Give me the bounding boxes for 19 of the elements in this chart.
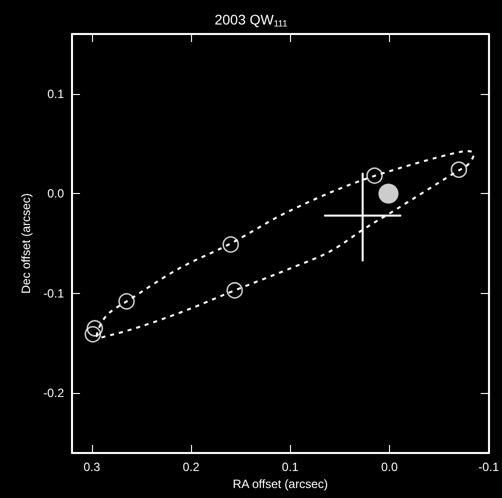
point <box>378 184 398 204</box>
x-tick-label: 0.3 <box>83 460 101 474</box>
x-tick-label: 0.1 <box>282 460 299 474</box>
point <box>86 320 104 337</box>
point <box>84 326 102 343</box>
x-axis-title: RA offset (arcsec) <box>232 476 328 491</box>
point <box>226 282 243 299</box>
point <box>118 293 135 310</box>
point <box>366 167 383 184</box>
point <box>450 161 468 178</box>
y-tick-label: 0.1 <box>47 86 64 101</box>
x-tick-label: -0.1 <box>478 460 500 474</box>
y-tick-label: 0.0 <box>47 186 64 201</box>
x-tick-label: 0.2 <box>182 460 200 474</box>
y-axis-title: Dec offset (arcsec) <box>19 193 33 294</box>
point <box>222 236 239 253</box>
y-tick-label: -0.1 <box>43 286 64 300</box>
x-tick-label: 0.0 <box>381 460 398 474</box>
y-tick-label: -0.2 <box>43 386 64 400</box>
